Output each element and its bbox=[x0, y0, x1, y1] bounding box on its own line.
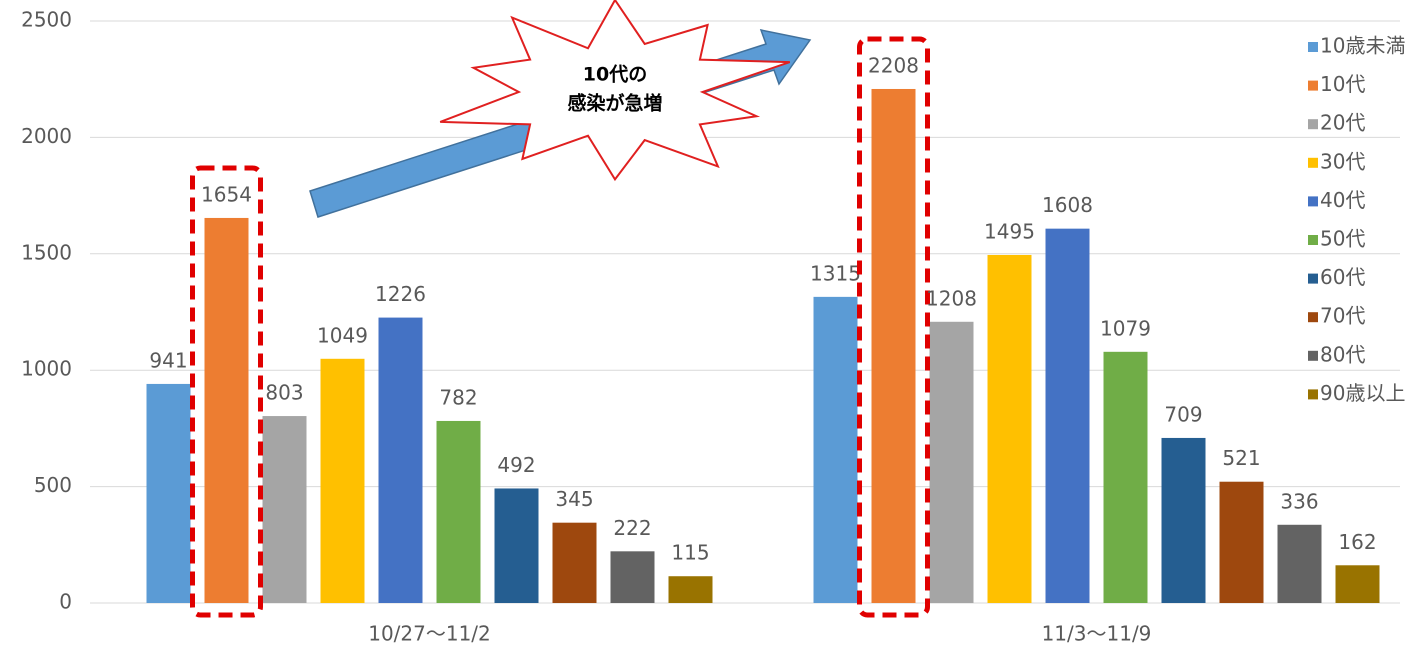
bar bbox=[1335, 565, 1380, 603]
legend-swatch bbox=[1308, 389, 1318, 400]
bar bbox=[378, 317, 423, 603]
value-label: 1208 bbox=[926, 286, 977, 310]
legend-label: 40代 bbox=[1320, 188, 1365, 212]
bar bbox=[929, 321, 974, 603]
value-label: 345 bbox=[555, 487, 593, 511]
value-label: 1315 bbox=[810, 261, 861, 285]
legend-swatch bbox=[1308, 196, 1318, 207]
bar bbox=[204, 217, 249, 604]
bar bbox=[610, 551, 655, 603]
legend-label: 70代 bbox=[1320, 304, 1365, 328]
highlight-box bbox=[857, 36, 930, 618]
value-label: 782 bbox=[439, 385, 477, 409]
bar bbox=[262, 416, 307, 603]
legend-swatch bbox=[1308, 157, 1318, 168]
annotation: 10代の bbox=[583, 64, 647, 86]
legend-swatch bbox=[1308, 312, 1318, 323]
y-tick-label: 2500 bbox=[21, 8, 72, 32]
value-label: 336 bbox=[1280, 489, 1318, 513]
legend-swatch bbox=[1308, 42, 1318, 52]
bar bbox=[987, 254, 1032, 604]
legend-label: 10代 bbox=[1320, 72, 1365, 96]
value-label: 492 bbox=[497, 453, 535, 477]
y-tick-label: 2000 bbox=[21, 124, 72, 148]
legend-swatch bbox=[1308, 273, 1318, 284]
legend-label: 60代 bbox=[1320, 265, 1365, 289]
value-label: 521 bbox=[1222, 446, 1260, 470]
annotation: 感染が急増 bbox=[567, 92, 662, 115]
bar bbox=[494, 488, 539, 603]
value-label: 115 bbox=[671, 541, 709, 565]
value-label: 1226 bbox=[375, 282, 426, 306]
value-label: 1495 bbox=[984, 219, 1035, 243]
legend-swatch bbox=[1308, 350, 1318, 361]
bar bbox=[871, 88, 916, 603]
bar-layer bbox=[146, 88, 1380, 604]
value-label: 1049 bbox=[317, 323, 368, 347]
x-tick-label: 10/27〜11/2 bbox=[368, 622, 491, 646]
bar bbox=[146, 383, 191, 603]
legend-label: 20代 bbox=[1320, 111, 1365, 135]
value-label: 803 bbox=[265, 381, 303, 405]
bar bbox=[320, 358, 365, 603]
starburst bbox=[439, 0, 791, 182]
value-label: 162 bbox=[1338, 530, 1376, 554]
bar bbox=[1161, 437, 1206, 603]
bar bbox=[1103, 351, 1148, 603]
bar bbox=[436, 420, 481, 603]
legend-swatch bbox=[1308, 119, 1318, 130]
value-label: 1608 bbox=[1042, 193, 1093, 217]
legend-label: 10歳未満 bbox=[1320, 34, 1405, 58]
y-tick-label: 1500 bbox=[21, 240, 72, 264]
legend-label: 90歳以上 bbox=[1320, 381, 1405, 405]
value-label: 2208 bbox=[868, 53, 919, 77]
bar bbox=[1045, 228, 1090, 603]
bar bbox=[552, 522, 597, 603]
value-label: 941 bbox=[149, 348, 187, 372]
y-tick-label: 0 bbox=[59, 590, 72, 614]
y-tick-label: 1000 bbox=[21, 357, 72, 381]
legend-label: 30代 bbox=[1320, 149, 1365, 173]
legend-swatch bbox=[1308, 80, 1318, 91]
bar bbox=[813, 296, 858, 603]
legend-label: 50代 bbox=[1320, 227, 1365, 251]
value-label: 1079 bbox=[1100, 316, 1151, 340]
value-label: 222 bbox=[613, 516, 651, 540]
bar bbox=[668, 576, 713, 603]
bar bbox=[1277, 524, 1322, 603]
bar bbox=[1219, 481, 1264, 603]
value-label: 709 bbox=[1164, 402, 1202, 426]
value-label: 1654 bbox=[201, 182, 252, 206]
legend-swatch bbox=[1308, 235, 1318, 245]
highlight-box bbox=[190, 165, 263, 618]
legend-label: 80代 bbox=[1320, 342, 1365, 366]
x-tick-label: 11/3〜11/9 bbox=[1042, 622, 1152, 646]
y-tick-label: 500 bbox=[34, 473, 72, 497]
